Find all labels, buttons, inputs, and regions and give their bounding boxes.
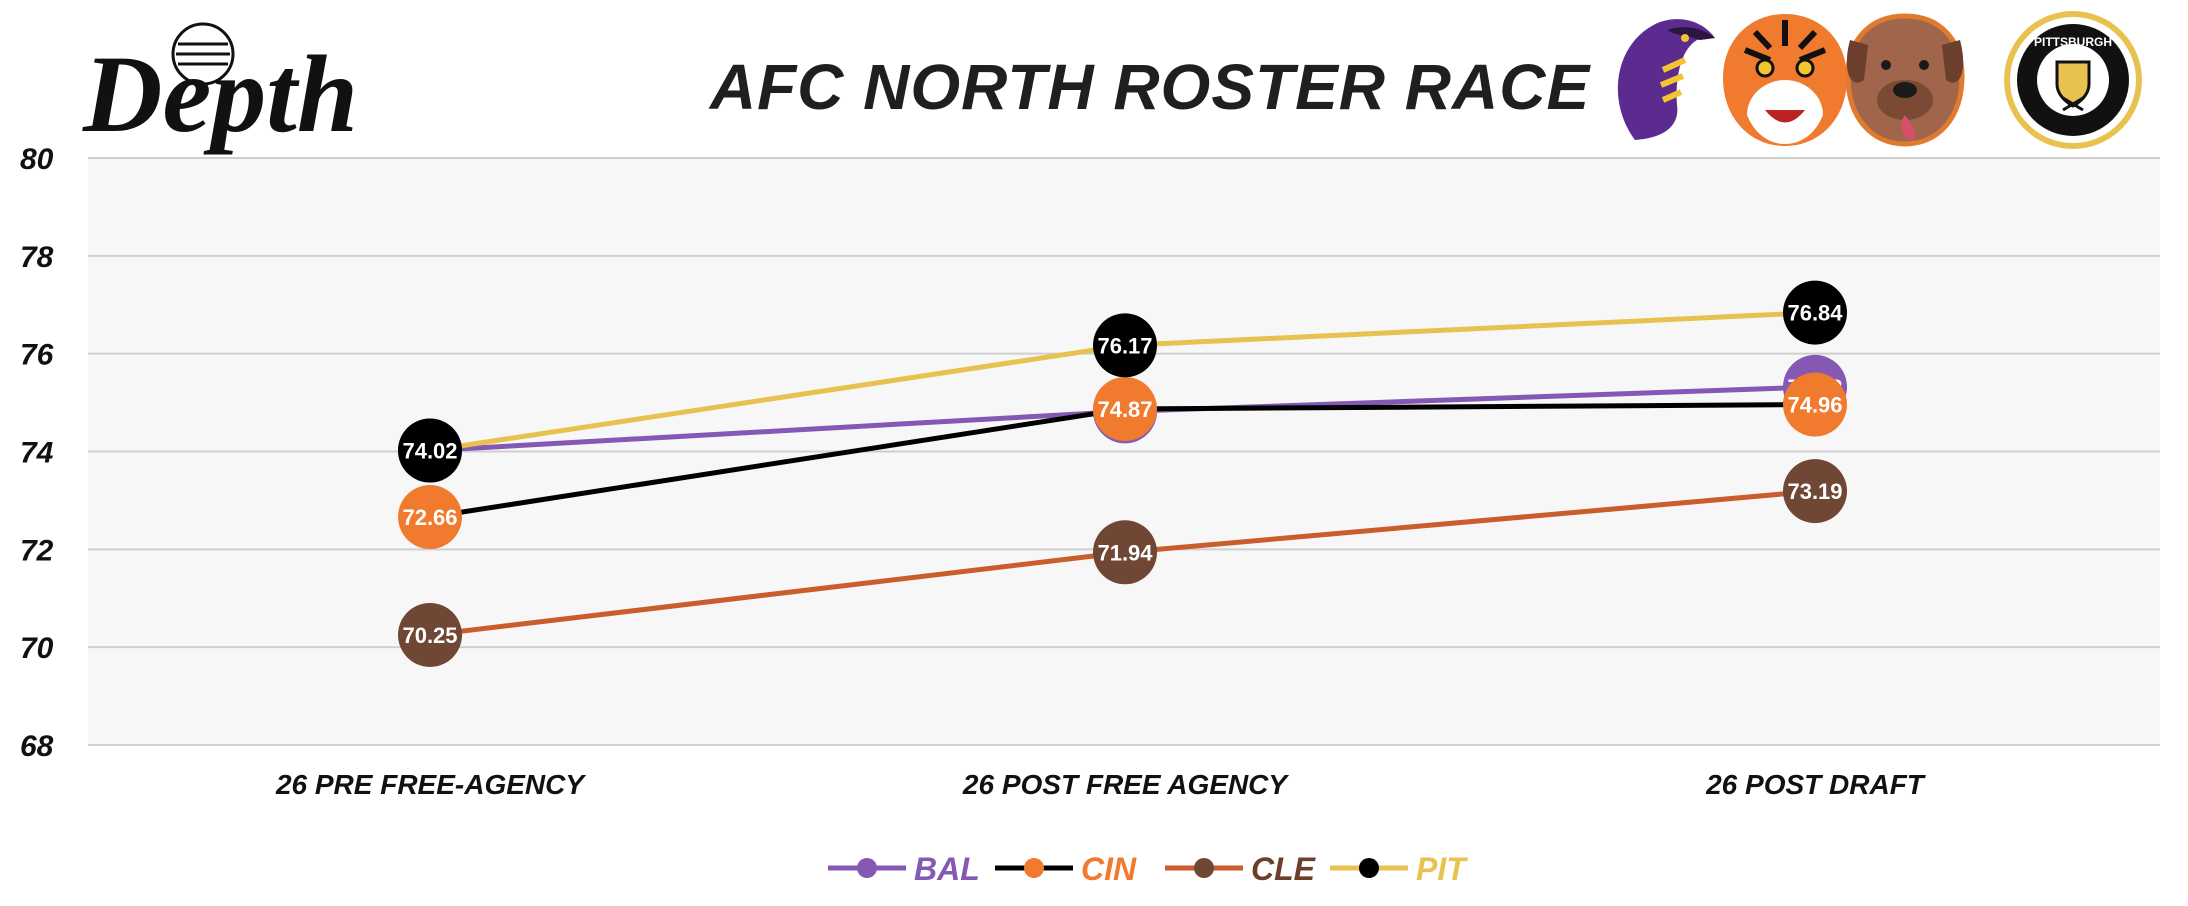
data-label-pit: 74.02 [402,439,457,464]
data-point-cle [1093,520,1157,585]
y-tick-label: 76 [20,339,54,372]
legend: BAL CIN CLE PIT [828,851,1468,887]
y-tick-label: 70 [20,632,54,665]
y-tick-label: 80 [20,143,54,176]
legend-marker-bal [857,858,877,878]
legend-marker-cle [1194,858,1214,878]
data-label-cin: 74.96 [1787,393,1842,418]
depth-logo: Depth [82,22,358,155]
y-axis-ticks: 68 70 72 74 76 78 80 [20,143,54,763]
data-point-cle [398,602,462,667]
legend-label-cle: CLE [1251,851,1317,887]
y-tick-label: 72 [20,534,54,567]
team-logos: PITTSBURGH [1617,11,2142,149]
microphone-icon [171,22,235,86]
data-point-cle [1783,459,1847,524]
series-markers: 74.0274.8275.3272.6674.8774.9670.2571.94… [398,280,1847,667]
legend-marker-cin [1024,858,1044,878]
data-label-cle: 71.94 [1097,540,1153,565]
y-tick-label: 78 [20,241,54,274]
x-category-label: 26 POST DRAFT [1705,769,1927,800]
data-point-cin [1093,376,1157,441]
data-point-cin [1783,372,1847,437]
legend-label-cin: CIN [1081,851,1137,887]
data-point-pit [398,418,462,483]
x-category-label: 26 POST FREE AGENCY [962,769,1289,800]
data-point-cin [398,485,462,550]
legend-label-bal: BAL [914,851,980,887]
data-label-cin: 74.87 [1097,397,1152,422]
brand-name: Depth [82,33,358,155]
data-label-pit: 76.17 [1097,333,1152,358]
data-label-cin: 72.66 [402,505,457,530]
data-point-pit [1093,313,1157,378]
raven-logo-icon [1617,19,1715,141]
pittsburgh-logo-text: PITTSBURGH [2034,35,2112,49]
pittsburgh-logo-icon: PITTSBURGH [2004,11,2142,149]
data-label-cle: 70.25 [402,623,457,648]
x-axis-categories: 26 PRE FREE-AGENCY 26 POST FREE AGENCY 26 … [275,769,1927,800]
chart-title: AFC NORTH ROSTER RACE [709,51,1591,123]
dog-logo-icon [1845,13,1965,147]
y-tick-label: 68 [20,730,54,763]
data-point-pit [1783,280,1847,345]
legend-label-pit: PIT [1416,851,1468,887]
legend-marker-pit [1359,858,1379,878]
y-tick-label: 74 [20,437,54,470]
x-category-label: 26 PRE FREE-AGENCY [275,769,586,800]
data-label-pit: 76.84 [1787,301,1843,326]
tiger-logo-icon [1723,14,1847,146]
data-label-cle: 73.19 [1787,479,1842,504]
